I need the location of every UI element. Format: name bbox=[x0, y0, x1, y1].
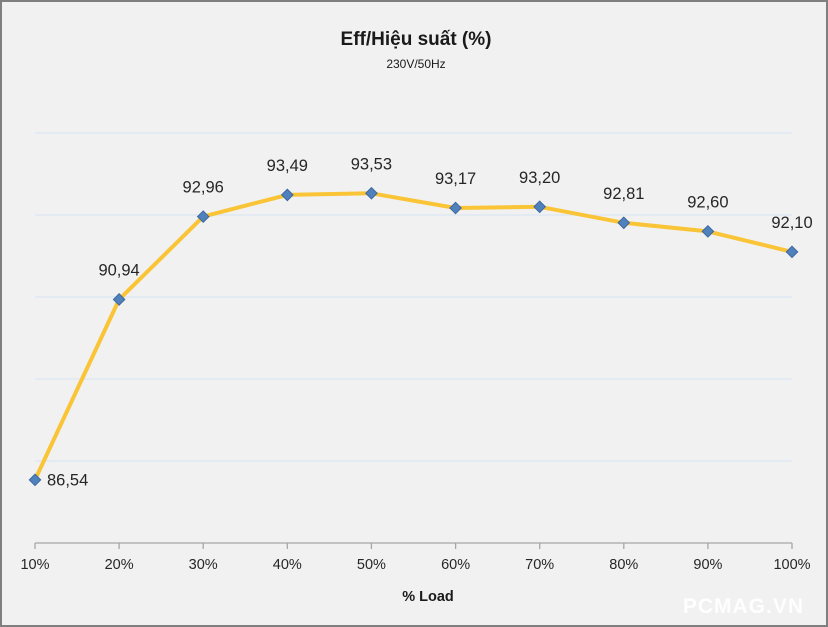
x-tick-label: 50% bbox=[357, 557, 386, 573]
data-point-marker bbox=[701, 224, 715, 238]
x-tick-label: 20% bbox=[105, 557, 134, 573]
data-point-marker bbox=[196, 210, 210, 224]
watermark-logo: PCMAG.VN bbox=[682, 595, 804, 618]
data-point-marker bbox=[365, 186, 378, 200]
data-point-marker bbox=[112, 293, 126, 306]
data-point-marker bbox=[449, 201, 462, 215]
data-label: 93,53 bbox=[351, 155, 392, 173]
data-label: 90,94 bbox=[98, 262, 139, 280]
data-point-marker bbox=[533, 200, 547, 214]
x-tick-label: 90% bbox=[693, 557, 722, 573]
x-tick-label: 100% bbox=[773, 557, 810, 573]
chart-title: Eff/Hiệu suất (%) bbox=[340, 29, 492, 50]
data-point-marker bbox=[280, 188, 294, 202]
x-tick-label: 60% bbox=[441, 557, 470, 573]
data-point-marker bbox=[28, 473, 42, 487]
x-tick-label: 30% bbox=[189, 557, 218, 573]
data-label: 92,81 bbox=[603, 185, 644, 203]
chart-subtitle: 230V/50Hz bbox=[386, 57, 446, 71]
data-label: 86,54 bbox=[47, 471, 88, 489]
data-point-marker bbox=[617, 216, 631, 230]
data-label: 92,60 bbox=[687, 193, 728, 211]
x-tick-label: 40% bbox=[273, 557, 302, 573]
data-label: 93,20 bbox=[519, 169, 560, 187]
x-tick-label: 10% bbox=[20, 557, 49, 573]
efficiency-series-line bbox=[33, 191, 794, 482]
x-tick-label: 70% bbox=[525, 557, 554, 573]
data-label: 92,96 bbox=[183, 179, 224, 197]
x-tick-label: 80% bbox=[609, 557, 638, 573]
x-axis-title: % Load bbox=[402, 589, 454, 605]
data-label: 93,49 bbox=[267, 157, 308, 175]
data-point-marker bbox=[785, 245, 799, 259]
data-label: 93,17 bbox=[435, 170, 476, 188]
data-label: 92,10 bbox=[771, 214, 812, 232]
